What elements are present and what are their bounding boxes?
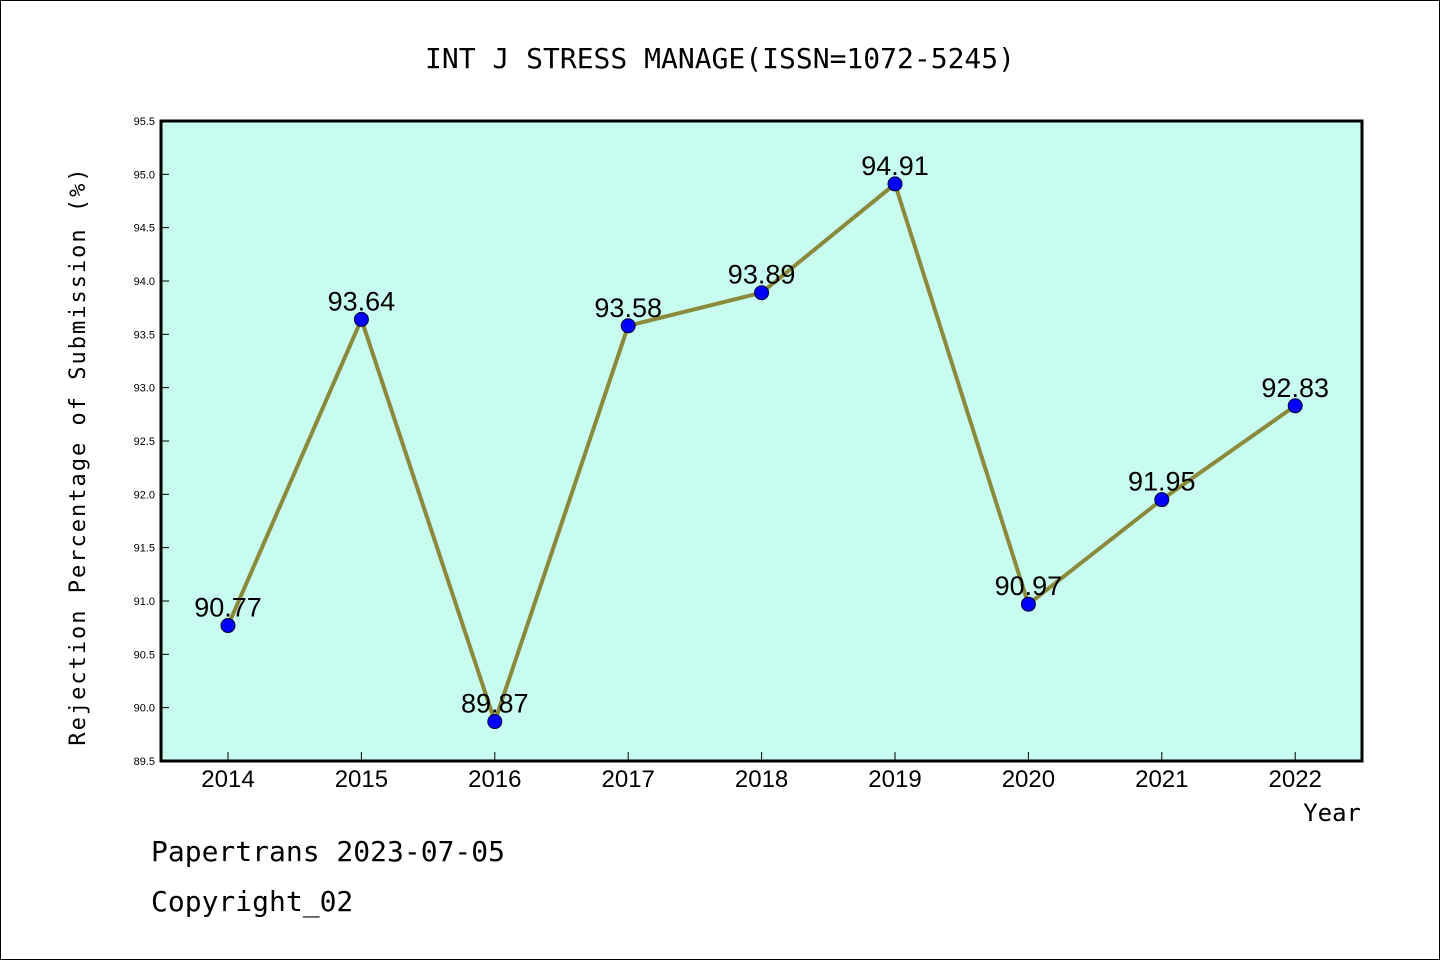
x-tick-label: 2022 [1269, 766, 1322, 793]
data-label: 90.77 [194, 593, 262, 623]
plot-border [159, 119, 1364, 763]
y-tick-label: 92.0 [134, 489, 155, 501]
y-tick-label: 93.5 [134, 329, 155, 341]
data-point [353, 311, 369, 327]
chart-title: INT J STRESS MANAGE(ISSN=1072-5245) [425, 42, 1015, 75]
data-points [220, 176, 1303, 730]
y-tick-label: 93.0 [134, 383, 155, 395]
data-point [620, 318, 636, 334]
data-labels: 90.77 93.64 89.87 93.58 93.89 94.91 90.97 91.95… [194, 151, 1329, 719]
x-tick-label: 2019 [868, 766, 921, 793]
x-tick-label: 2017 [602, 766, 655, 793]
x-tick-label: 2020 [1002, 766, 1055, 793]
data-point [887, 176, 903, 192]
y-tick-label: 91.0 [134, 596, 155, 608]
data-label: 90.97 [995, 571, 1063, 601]
y-tick-label: 95.5 [134, 116, 155, 128]
y-tick-label: 92.5 [134, 436, 155, 448]
data-label: 93.89 [728, 260, 796, 290]
data-label: 94.91 [861, 151, 929, 181]
data-label: 93.58 [594, 293, 662, 323]
data-point [1154, 492, 1170, 508]
y-tick-label: 90.5 [134, 649, 155, 661]
x-tick-label: 2021 [1135, 766, 1188, 793]
x-tick-label: 2018 [735, 766, 788, 793]
x-tick-label: 2014 [201, 766, 254, 793]
y-axis-label: Rejection Percentage of Submission (%) [66, 166, 91, 745]
data-point [487, 714, 503, 730]
x-tick-label: 2015 [335, 766, 388, 793]
footer-date: Papertrans 2023-07-05 [151, 835, 506, 868]
y-tick-label: 94.0 [134, 276, 155, 288]
y-tick-label: 95.0 [134, 169, 155, 181]
data-point [754, 285, 770, 301]
y-tick-label: 89.5 [134, 756, 155, 768]
data-point [1287, 398, 1303, 414]
footer-copyright: Copyright_02 [151, 885, 354, 918]
x-tick-label: 2016 [468, 766, 521, 793]
data-label: 89.87 [461, 689, 529, 719]
x-axis: 2014 2015 2016 2017 2018 2019 2020 2021 2022 [201, 752, 1322, 793]
y-tick-label: 91.5 [134, 543, 155, 555]
data-point [220, 618, 236, 634]
data-label: 92.83 [1261, 373, 1329, 403]
x-axis-label: Year [1303, 799, 1361, 827]
data-label: 93.64 [328, 286, 396, 316]
data-point [1020, 596, 1036, 612]
y-axis: 89.5 90.0 90.5 91.0 91.5 92.0 92.5 93.0 93.5 94.0… [134, 116, 169, 768]
y-tick-label: 94.5 [134, 223, 155, 235]
y-tick-label: 90.0 [134, 703, 155, 715]
data-label: 91.95 [1128, 467, 1196, 497]
plot-area [161, 121, 1362, 761]
